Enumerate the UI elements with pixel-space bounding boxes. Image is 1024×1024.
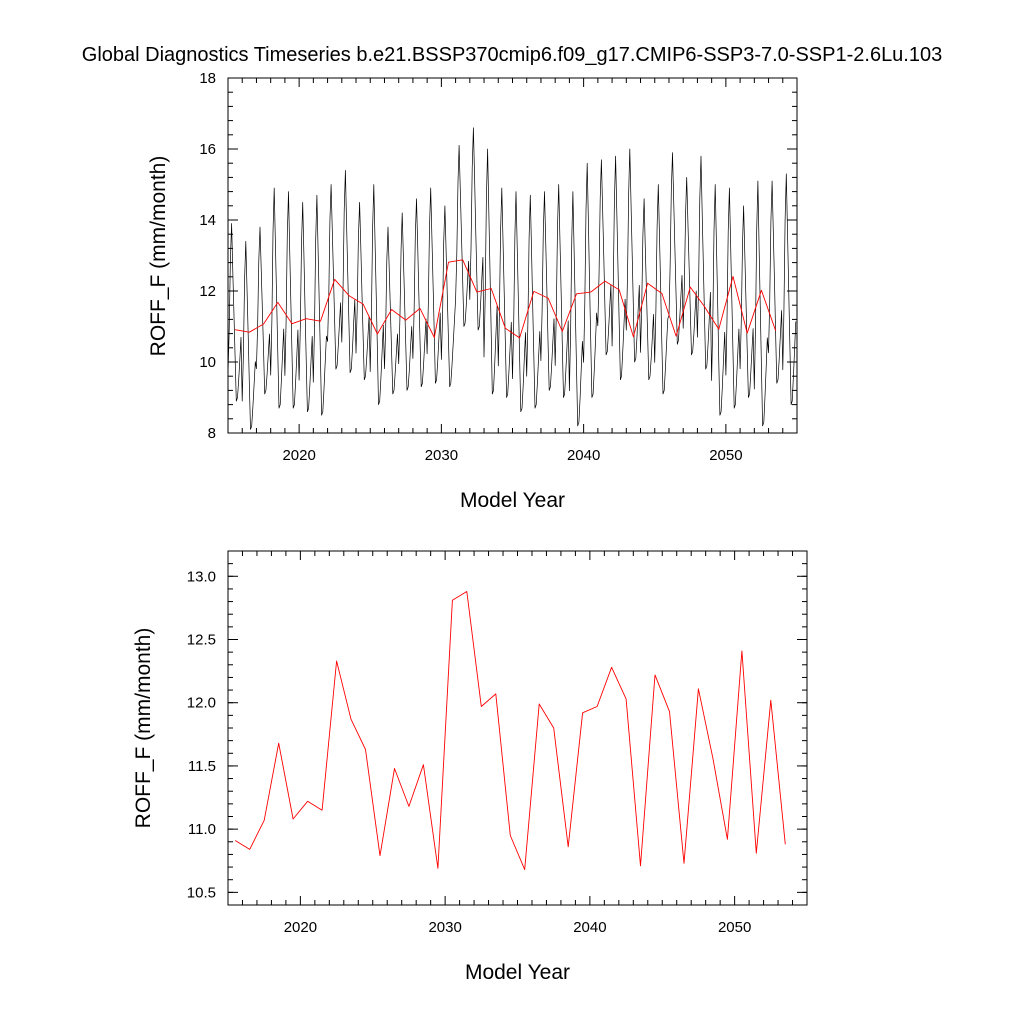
y-tick-label: 10 (199, 354, 216, 371)
series-group (228, 127, 797, 430)
x-tick-label: 2040 (567, 447, 600, 464)
series-group (234, 591, 786, 871)
x-tick-label: 2050 (709, 447, 742, 464)
annual-mean-series-line (234, 591, 786, 871)
top-plot-monthly-and-annual: 2020 2030 2040 2050 8 10 12 14 16 18 Model Year ROF… (147, 70, 798, 512)
y-tick-label: 13.0 (187, 568, 216, 585)
y-axis-label: ROFF_F (mm/month) (147, 156, 170, 357)
x-tick-label: 2040 (573, 919, 606, 936)
y-tick-label: 12.5 (187, 632, 216, 649)
x-axis-label: Model Year (465, 961, 570, 984)
y-tick-label: 14 (199, 212, 216, 229)
x-tick-label: 2050 (718, 919, 751, 936)
y-tick-label: 11.0 (188, 821, 216, 838)
y-tick-label: 18 (199, 70, 216, 87)
y-axis-label: ROFF_F (mm/month) (132, 628, 155, 829)
monthly-series-line (228, 127, 797, 430)
y-tick-label: 10.5 (187, 884, 216, 901)
y-tick-label: 16 (199, 141, 216, 158)
x-axis-label: Model Year (460, 489, 565, 512)
y-tick-label: 11.5 (188, 758, 216, 775)
x-tick-label: 2030 (425, 447, 458, 464)
x-tick-label: 2020 (282, 447, 315, 464)
annual-mean-series-line (235, 259, 777, 339)
x-tick-label: 2030 (428, 919, 461, 936)
y-tick-label: 8 (208, 425, 216, 442)
x-tick-label: 2020 (284, 919, 317, 936)
bottom-plot-annual-mean: 2020 2030 2040 2050 10.5 11.0 11.5 12.0 12.5 13.0… (132, 550, 808, 984)
page-title: Global Diagnostics Timeseries b.e21.BSSP… (81, 44, 943, 66)
y-tick-label: 12 (199, 283, 216, 300)
y-tick-label: 12.0 (187, 695, 216, 712)
